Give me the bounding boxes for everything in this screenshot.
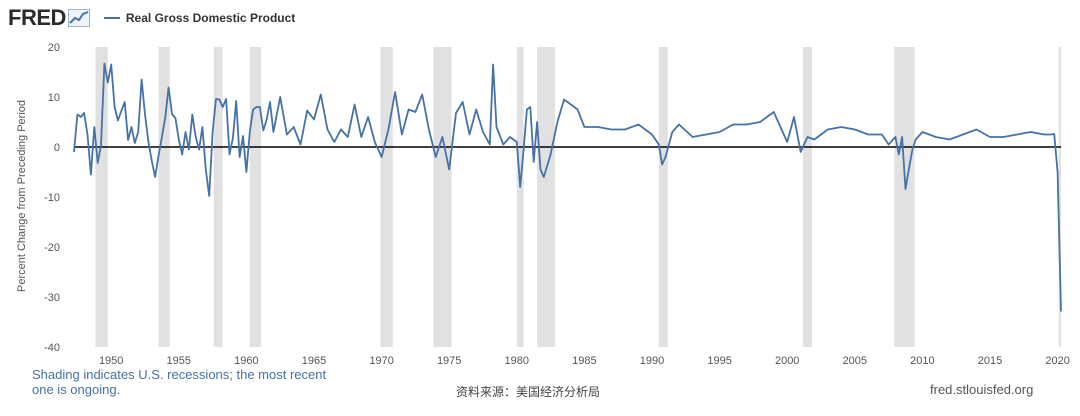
recession-band-7 <box>537 47 556 347</box>
x-tick-label: 1995 <box>707 355 731 367</box>
y-tick-label: 0 <box>54 142 60 154</box>
recession-band-0 <box>95 47 108 347</box>
y-tick-label: 20 <box>48 42 60 54</box>
x-tick-label: 1980 <box>505 355 529 367</box>
recession-band-6 <box>516 47 524 347</box>
x-tick-label: 2000 <box>775 355 799 367</box>
data-source: 资料来源：美国经济分析局 <box>456 385 601 399</box>
recession-bands <box>95 47 1061 347</box>
chart-logo-icon <box>67 9 90 27</box>
legend: Real Gross Domestic Product <box>103 11 296 25</box>
x-tick-label: 1950 <box>99 355 123 367</box>
x-tick-label: 1960 <box>234 355 258 367</box>
recession-band-4 <box>380 47 393 347</box>
x-tick-label: 1975 <box>437 355 461 367</box>
y-tick-label: -20 <box>44 242 60 254</box>
x-tick-label: 2020 <box>1045 355 1069 367</box>
recession-band-5 <box>433 47 452 347</box>
recession-band-2 <box>213 47 223 347</box>
legend-label[interactable]: Real Gross Domestic Product <box>125 11 296 25</box>
y-tick-labels: 20 10 0 -10 -20 -30 -40 <box>44 42 60 354</box>
fred-site-link[interactable]: fred.stlouisfed.org <box>930 382 1034 397</box>
recession-note: Shading indicates U.S. recessions; the m… <box>32 367 327 397</box>
y-axis-label: Percent Change from Preceding Period <box>16 100 28 292</box>
chart-header: FRED Real Gross Domestic Product <box>8 4 295 32</box>
recession-band-8 <box>658 47 668 347</box>
x-tick-label: 1965 <box>302 355 326 367</box>
recession-band-3 <box>249 47 261 347</box>
x-tick-label: 1955 <box>167 355 191 367</box>
legend-swatch <box>103 17 120 19</box>
series-line-0[interactable] <box>73 62 1062 312</box>
x-tick-label: 2010 <box>910 355 934 367</box>
recession-band-1 <box>158 47 170 347</box>
x-tick-labels: 1950 1955 1960 1965 1970 1975 1980 1985 1990 1995… <box>99 355 1070 367</box>
recession-band-9 <box>803 47 812 347</box>
y-tick-label: 10 <box>48 92 60 104</box>
series-layer <box>73 62 1062 312</box>
x-tick-label: 2005 <box>843 355 867 367</box>
x-tick-label: 1985 <box>572 355 596 367</box>
fred-logo[interactable]: FRED <box>8 5 66 30</box>
y-tick-label: -40 <box>44 342 60 354</box>
x-tick-label: 2015 <box>978 355 1002 367</box>
y-tick-label: -30 <box>44 292 60 304</box>
x-tick-label: 1970 <box>369 355 393 367</box>
recession-band-10 <box>894 47 915 347</box>
x-tick-label: 1990 <box>640 355 664 367</box>
y-tick-label: -10 <box>44 192 60 204</box>
recession-band-11 <box>1058 47 1061 347</box>
